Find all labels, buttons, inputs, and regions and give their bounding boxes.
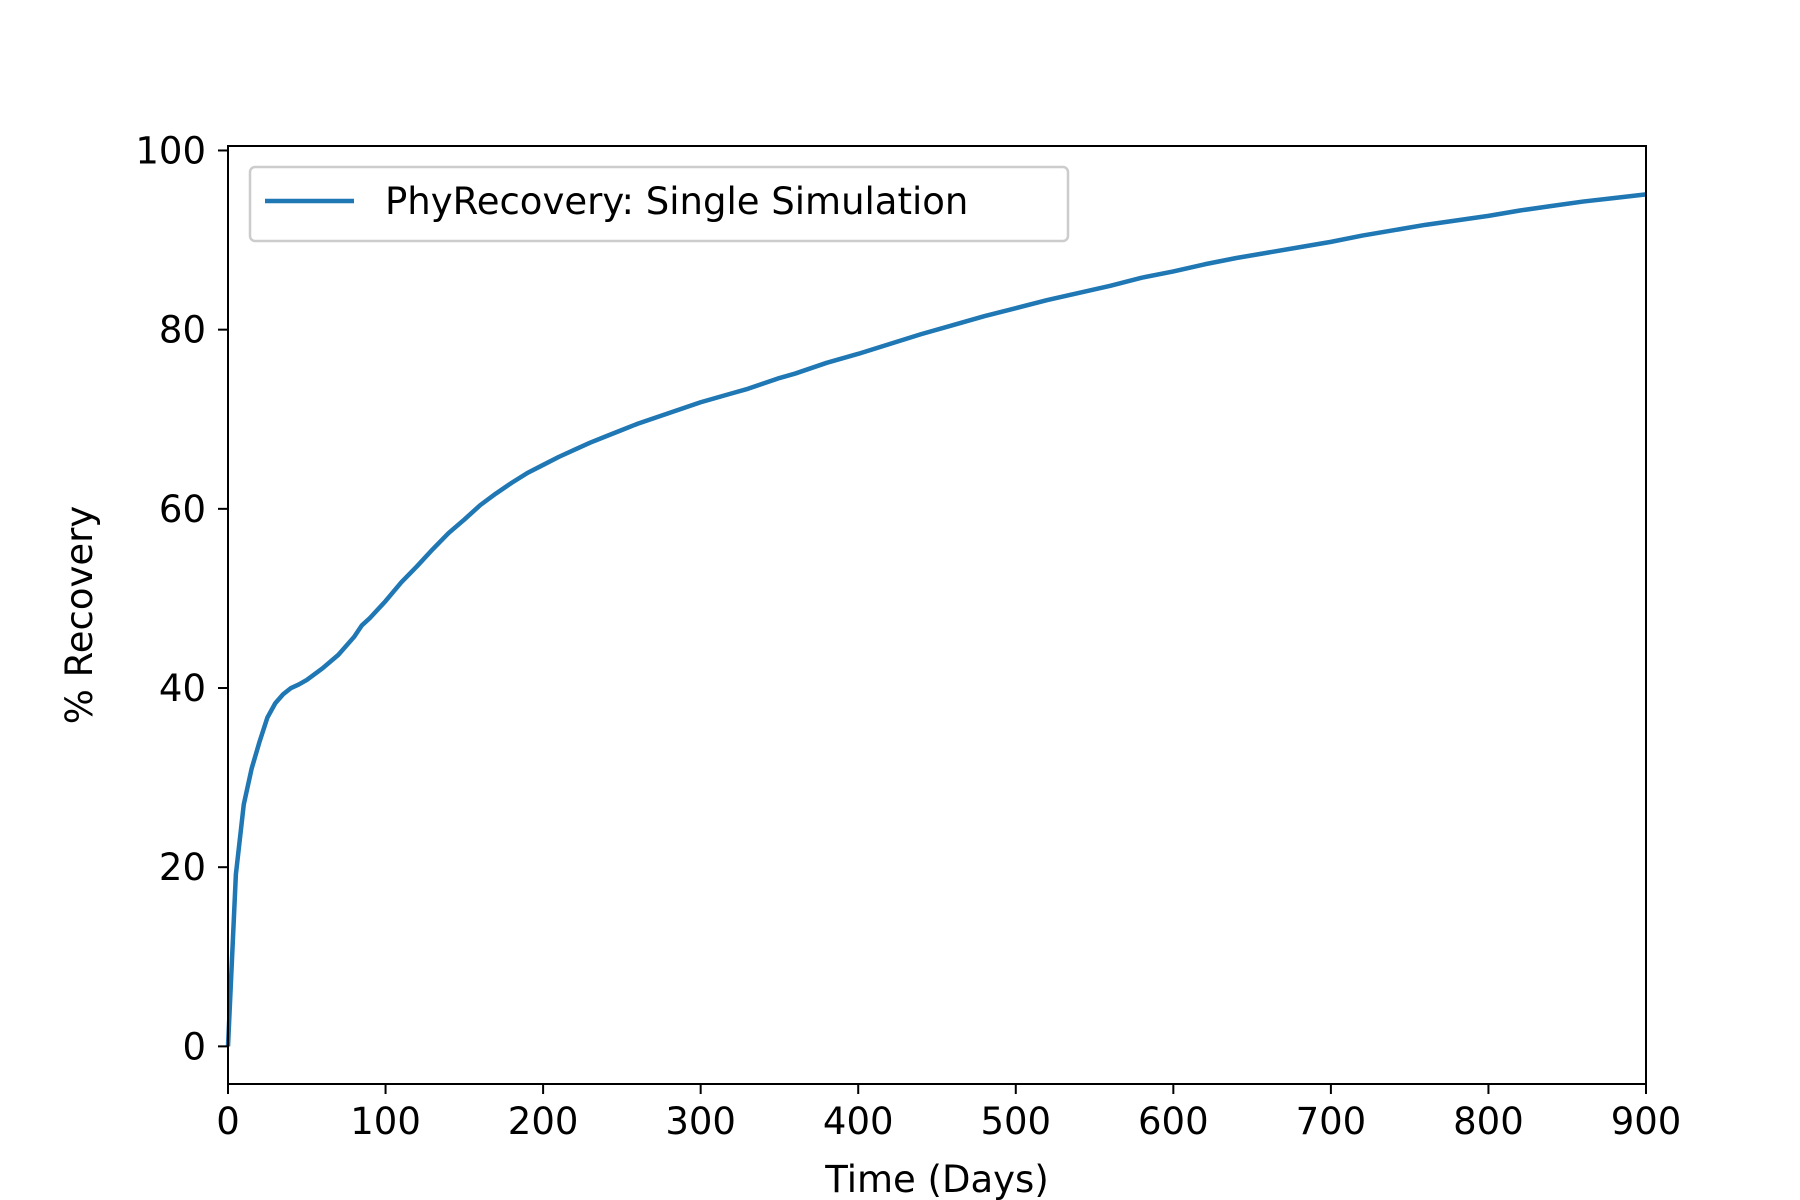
x-tick-label: 0	[216, 1100, 240, 1143]
y-tick-label: 20	[159, 846, 206, 889]
y-axis-label: % Recovery	[58, 506, 101, 724]
legend-label: PhyRecovery: Single Simulation	[385, 180, 968, 223]
y-tick-label: 40	[159, 667, 206, 710]
x-tick-label: 200	[508, 1100, 579, 1143]
y-tick-label: 60	[159, 488, 206, 531]
x-tick-label: 500	[980, 1100, 1051, 1143]
x-tick-label: 300	[665, 1100, 736, 1143]
legend: PhyRecovery: Single Simulation	[248, 165, 1070, 243]
x-axis-label: Time (Days)	[824, 1158, 1049, 1200]
x-tick-label: 600	[1138, 1100, 1209, 1143]
y-tick-label: 0	[182, 1025, 206, 1068]
x-tick-label: 800	[1453, 1100, 1524, 1143]
axes-frame	[227, 145, 1647, 1085]
series-line	[225, 192, 1647, 1047]
y-tick-label: 100	[135, 129, 206, 172]
legend-box	[248, 165, 1070, 243]
plot-area	[225, 192, 1647, 1047]
x-tick-label: 100	[350, 1100, 421, 1143]
x-tick-label: 900	[1611, 1100, 1682, 1143]
y-tick-label: 80	[159, 309, 206, 352]
x-tick-label: 400	[823, 1100, 894, 1143]
axis-ticks: 0 100 200 300 400 500 600 700 800 900 0 20 40 60 80 100	[135, 129, 1681, 1143]
x-tick-label: 700	[1296, 1100, 1367, 1143]
